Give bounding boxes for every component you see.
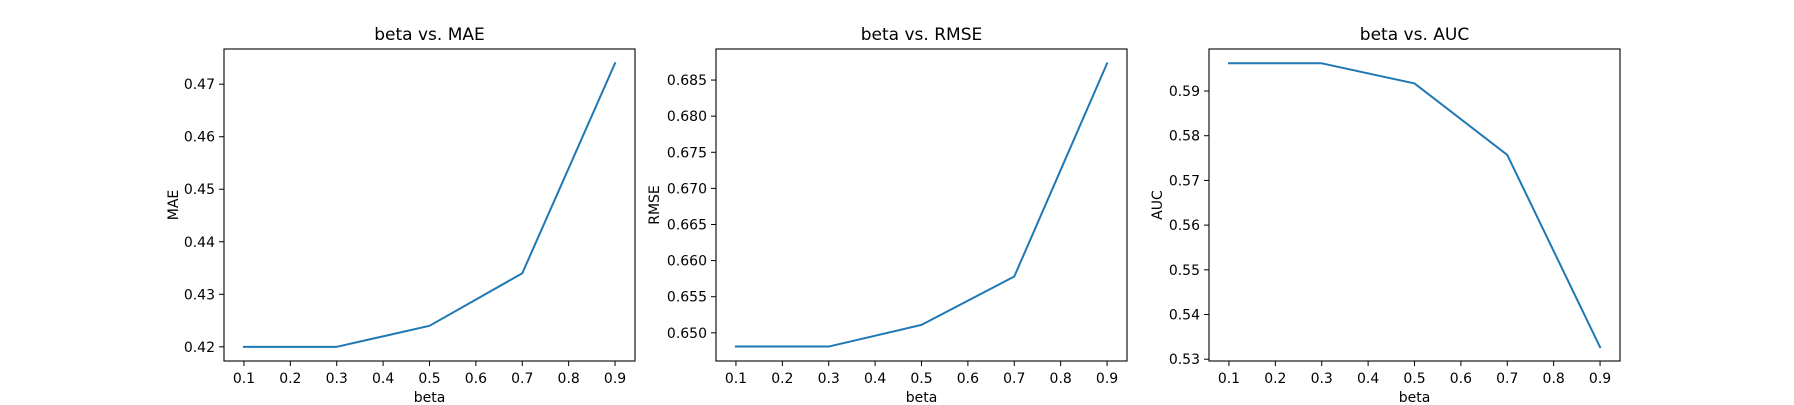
x-axis-label: beta	[906, 390, 938, 405]
plot-area: 0.1 0.2 0.3 0.4 0.5 0.6 0.7 0.8 0.9 0.650 0.655 0.6…	[667, 48, 1128, 387]
x-tick-label: 0.4	[372, 371, 394, 387]
series-line	[242, 61, 617, 348]
y-tick-label: 0.53	[1169, 352, 1200, 368]
x-tick-label: 0.9	[604, 371, 626, 387]
chart-panel-auc: beta vs. AUC 0.1 0.2 0.3 0.4 0.5 0.6 0.7 0.8 0.9…	[1150, 25, 1621, 405]
x-tick-label: 0.1	[1218, 371, 1240, 387]
chart-title: beta vs. RMSE	[861, 25, 982, 45]
y-axis-label: RMSE	[647, 185, 663, 225]
x-tick-label: 0.6	[465, 371, 487, 387]
chart-title: beta vs. AUC	[1360, 25, 1469, 45]
x-axis-label: beta	[1399, 390, 1431, 405]
y-tick-label: 0.46	[184, 130, 215, 146]
y-tick-label: 0.665	[667, 218, 707, 234]
chart-panel-mae: beta vs. MAE 0.1 0.2 0.3 0.4 0.5 0.6 0.7 0.8 0.9…	[166, 25, 636, 405]
x-tick-label: 0.4	[864, 371, 886, 387]
y-tick-label: 0.45	[184, 182, 215, 198]
x-tick-label: 0.2	[771, 371, 793, 387]
x-tick-label: 0.1	[725, 371, 747, 387]
x-tick-label: 0.5	[910, 371, 932, 387]
y-tick-label: 0.43	[184, 287, 215, 303]
y-tick-label: 0.55	[1169, 263, 1200, 279]
x-tick-label: 0.8	[1543, 371, 1565, 387]
x-tick-label: 0.7	[1496, 371, 1518, 387]
x-axis-label: beta	[414, 390, 446, 405]
y-tick-label: 0.47	[184, 77, 215, 93]
y-tick-label: 0.670	[667, 181, 707, 197]
series-line	[734, 62, 1109, 348]
x-tick-label: 0.9	[1589, 371, 1611, 387]
y-tick-label: 0.58	[1169, 129, 1200, 145]
x-tick-label: 0.5	[1403, 371, 1425, 387]
x-tick-label: 0.6	[957, 371, 979, 387]
x-tick-label: 0.8	[1050, 371, 1072, 387]
y-tick-label: 0.44	[184, 235, 215, 251]
series-line	[1227, 62, 1602, 349]
x-tick-label: 0.7	[511, 371, 533, 387]
x-tick-label: 0.7	[1003, 371, 1025, 387]
x-tick-label: 0.1	[233, 371, 255, 387]
y-tick-label: 0.655	[667, 290, 707, 306]
chart-title: beta vs. MAE	[374, 25, 485, 45]
plot-area: 0.1 0.2 0.3 0.4 0.5 0.6 0.7 0.8 0.9 0.42 0.43 0.44 0…	[184, 48, 636, 387]
x-tick-label: 0.5	[418, 371, 440, 387]
y-tick-label: 0.660	[667, 254, 707, 270]
x-tick-label: 0.8	[558, 371, 580, 387]
y-tick-label: 0.59	[1169, 84, 1200, 100]
y-tick-label: 0.675	[667, 145, 707, 161]
y-tick-label: 0.680	[667, 109, 707, 125]
y-tick-label: 0.685	[667, 73, 707, 89]
x-tick-label: 0.4	[1357, 371, 1379, 387]
y-tick-label: 0.650	[667, 326, 707, 342]
y-axis-label: AUC	[1150, 190, 1166, 220]
y-tick-label: 0.56	[1169, 218, 1200, 234]
x-tick-label: 0.3	[1311, 371, 1333, 387]
y-tick-label: 0.42	[184, 340, 215, 356]
x-tick-label: 0.3	[818, 371, 840, 387]
x-tick-label: 0.2	[1264, 371, 1286, 387]
y-tick-label: 0.54	[1169, 308, 1200, 324]
x-tick-label: 0.3	[326, 371, 348, 387]
y-tick-label: 0.57	[1169, 173, 1200, 189]
chart-panel-rmse: beta vs. RMSE 0.1 0.2 0.3 0.4 0.5 0.6 0.7 0.8 0.…	[647, 25, 1128, 405]
y-axis-label: MAE	[166, 190, 182, 221]
x-tick-label: 0.9	[1096, 371, 1118, 387]
x-tick-label: 0.6	[1450, 371, 1472, 387]
x-tick-label: 0.2	[279, 371, 301, 387]
plot-area: 0.1 0.2 0.3 0.4 0.5 0.6 0.7 0.8 0.9 0.53 0.54 0.55 0…	[1169, 48, 1621, 387]
